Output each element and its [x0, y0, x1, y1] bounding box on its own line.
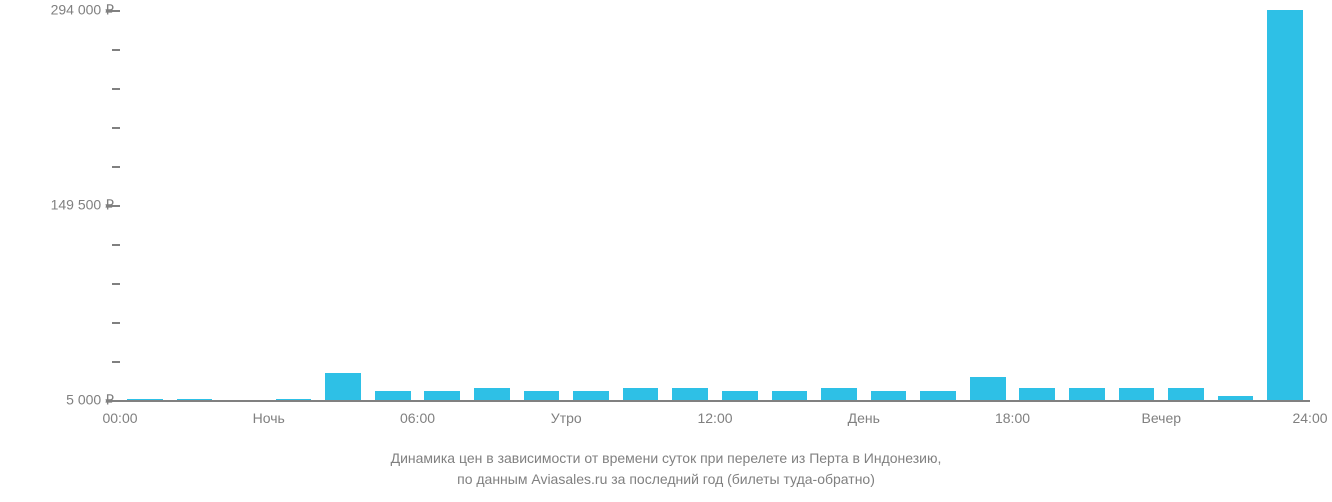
x-tick-label: Утро [551, 400, 582, 426]
price-bar [325, 373, 361, 400]
x-tick-label: Вечер [1141, 400, 1181, 426]
price-bar [920, 391, 956, 400]
chart-caption: Динамика цен в зависимости от времени су… [0, 448, 1332, 490]
price-bar [375, 391, 411, 400]
price-bar [871, 391, 907, 400]
price-bar [821, 388, 857, 400]
price-bar [623, 388, 659, 400]
x-tick-label: Ночь [253, 400, 285, 426]
y-tick-label: 149 500 ₽ [51, 197, 120, 214]
price-bar [772, 391, 808, 400]
x-tick-label: 24:00 [1292, 400, 1327, 426]
price-bar [573, 391, 609, 400]
price-bar [424, 391, 460, 400]
caption-line-1: Динамика цен в зависимости от времени су… [391, 450, 942, 466]
price-bar [1267, 10, 1303, 400]
x-tick-label: 12:00 [697, 400, 732, 426]
x-tick-label: 00:00 [102, 400, 137, 426]
price-bar [1069, 388, 1105, 400]
price-bar [1218, 396, 1254, 400]
price-bar [722, 391, 758, 400]
price-bar [524, 391, 560, 400]
price-by-hour-chart: 294 000 ₽149 500 ₽5 000 ₽00:00Ночь06:00У… [0, 0, 1332, 502]
price-bar [474, 388, 510, 400]
price-bar [1019, 388, 1055, 400]
x-tick-label: День [848, 400, 880, 426]
x-tick-label: 18:00 [995, 400, 1030, 426]
x-tick-label: 06:00 [400, 400, 435, 426]
price-bar [1168, 388, 1204, 400]
price-bar [970, 377, 1006, 400]
price-bar [672, 388, 708, 400]
price-bar [1119, 388, 1155, 400]
caption-line-2: по данным Aviasales.ru за последний год … [457, 471, 875, 487]
plot-area: 294 000 ₽149 500 ₽5 000 ₽00:00Ночь06:00У… [120, 10, 1310, 400]
y-tick-label: 294 000 ₽ [51, 2, 120, 19]
price-bar [177, 399, 213, 400]
